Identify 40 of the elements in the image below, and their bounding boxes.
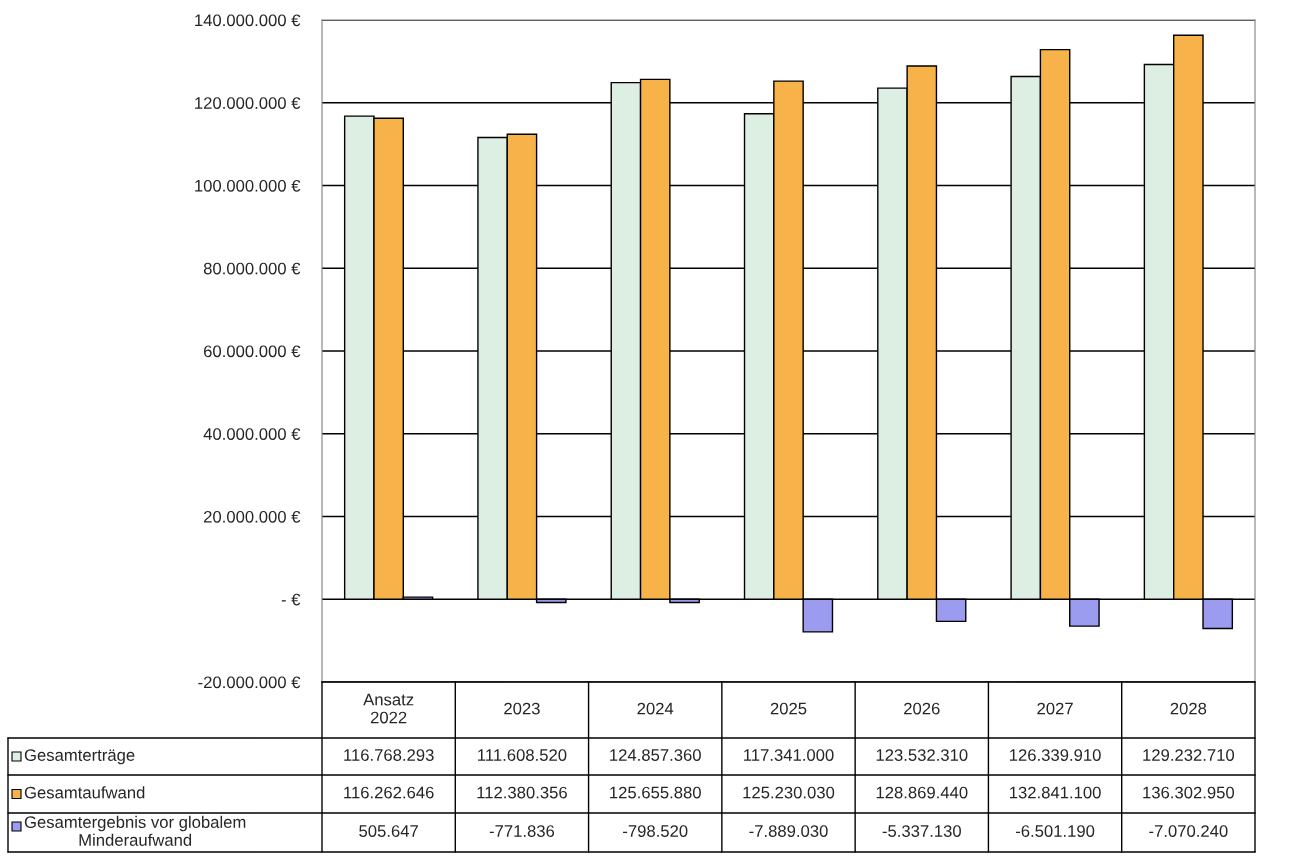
data-label: 124.857.360	[610, 749, 701, 761]
data-label: 116.262.646	[344, 786, 434, 799]
data-label: 112.380.356	[477, 786, 567, 799]
legend-label: Gesamterträge	[24, 749, 135, 765]
data-label: 128.869.440	[876, 786, 968, 799]
legend-label: Gesamtergebnis vor globalem Minderaufwand	[24, 815, 246, 846]
y-tick-label: 80.000.000 €	[203, 262, 301, 275]
y-tick-label: 140.000.000 €	[195, 14, 301, 27]
data-label: 111.608.520	[478, 749, 567, 761]
data-label: 125.655.880	[610, 786, 701, 799]
legend-label: Gesamtaufwand	[24, 786, 145, 799]
y-tick-label: 120.000.000 €	[195, 97, 301, 109]
data-label: 126.339.910	[1010, 749, 1101, 761]
data-label: 116.768.293	[344, 749, 434, 761]
x-tick-label: 2028	[1170, 702, 1207, 715]
y-tick-label: 60.000.000 €	[204, 345, 301, 358]
data-label: -771.836	[489, 825, 555, 837]
data-label: -7.889.030	[749, 825, 828, 837]
data-label: 505.647	[359, 825, 418, 837]
data-label: 125.230.030	[743, 786, 835, 799]
data-label: 129.232.710	[1143, 749, 1235, 761]
x-tick-label: Ansatz 2022	[363, 693, 414, 724]
x-tick-label: 2027	[1037, 702, 1073, 715]
data-label: 117.341.000	[744, 749, 834, 761]
x-tick-label: 2024	[637, 702, 674, 715]
data-label: 136.302.950	[1143, 786, 1235, 799]
data-label: -5.337.130	[882, 825, 961, 837]
data-label: 132.841.100	[1010, 786, 1101, 799]
data-label: -798.520	[623, 825, 688, 837]
x-tick-label: 2023	[504, 702, 540, 715]
y-tick-label: 20.000.000 €	[204, 510, 301, 523]
y-tick-label: 40.000.000 €	[203, 428, 301, 440]
data-label: -7.070.240	[1149, 825, 1228, 837]
y-tick-label: - €	[281, 593, 301, 606]
x-tick-label: 2026	[904, 702, 940, 715]
y-tick-label: 100.000.000 €	[195, 179, 301, 192]
data-label: 123.532.310	[876, 749, 968, 761]
data-label: -6.501.190	[1015, 825, 1095, 837]
x-tick-label: 2025	[770, 702, 807, 715]
y-tick-label: -20.000.000 €	[198, 676, 301, 689]
